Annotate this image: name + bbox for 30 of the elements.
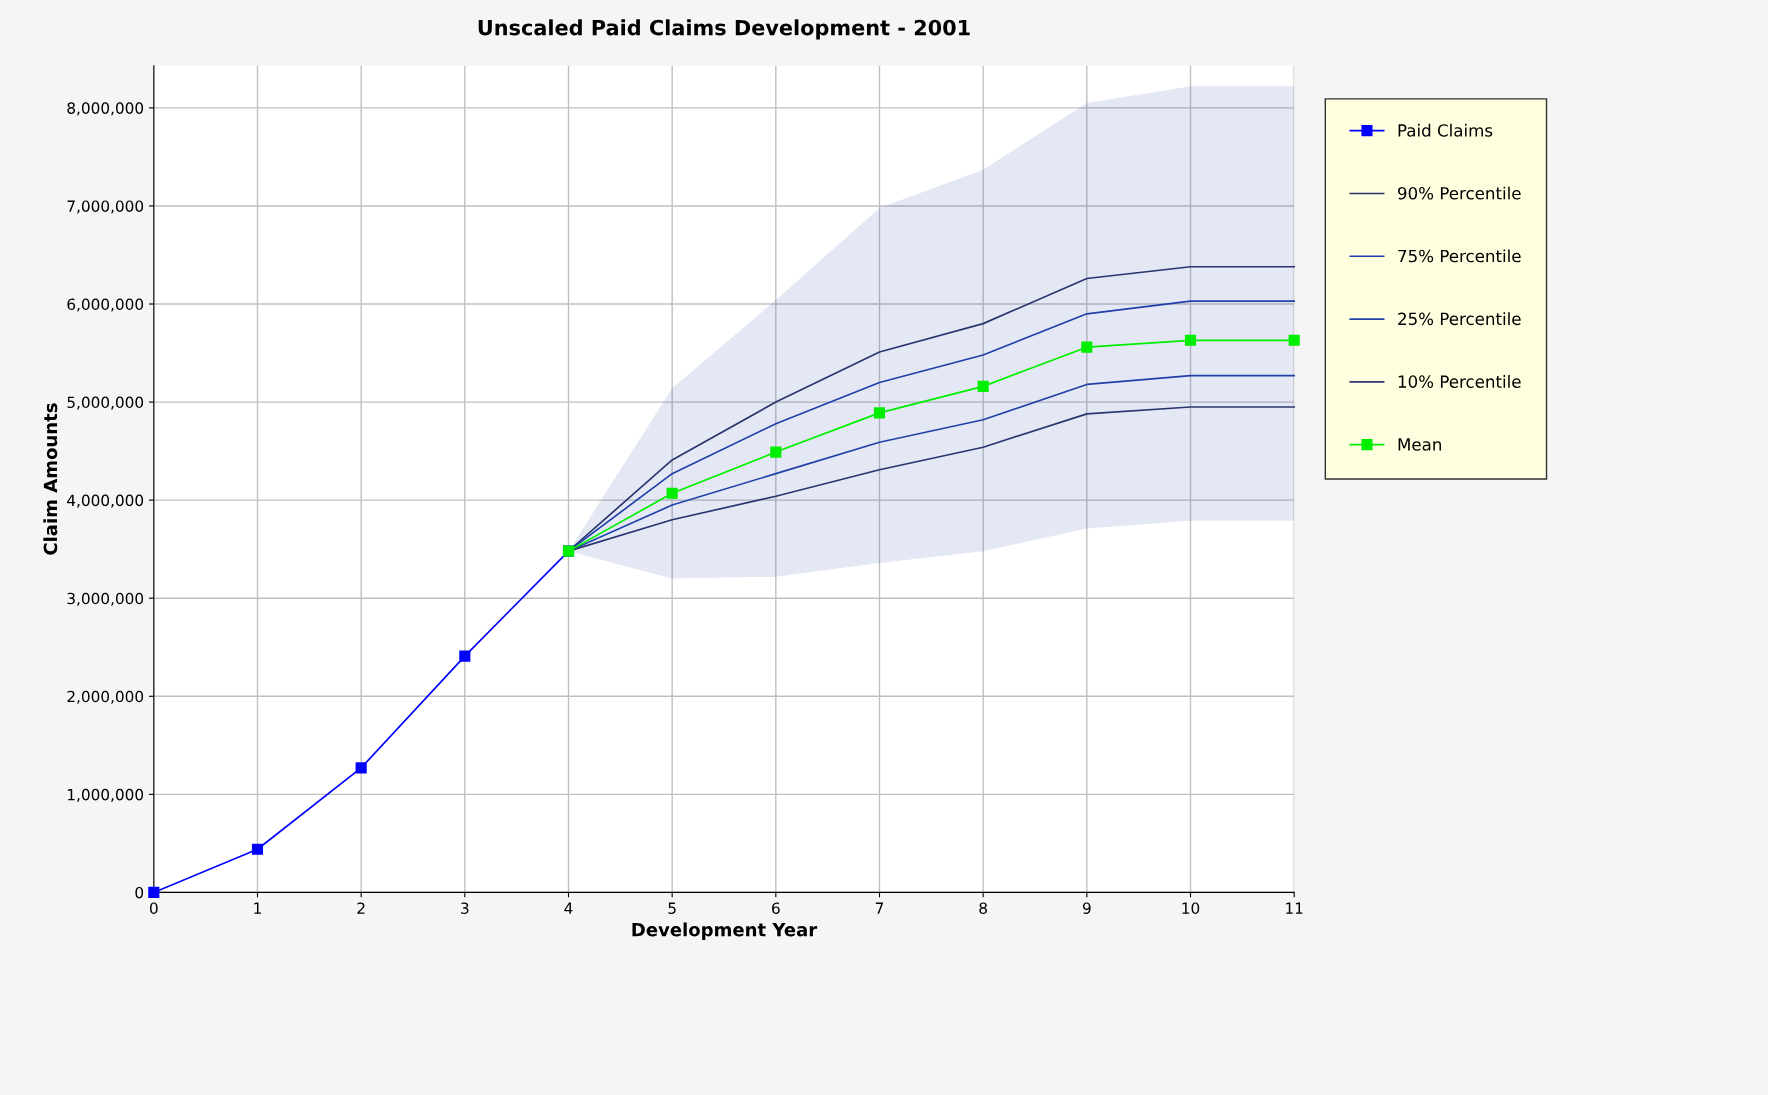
chart-title: Unscaled Paid Claims Development - 2001 bbox=[478, 19, 970, 40]
y-tick-label: 2,000,000 bbox=[67, 690, 144, 704]
legend-label: 75% Percentile bbox=[1398, 249, 1521, 263]
x-tick-label: 0 bbox=[149, 902, 158, 914]
x-tick-label: 1 bbox=[254, 902, 261, 914]
legend-label: Mean bbox=[1398, 438, 1441, 451]
y-tick-label: 8,000,000 bbox=[67, 102, 144, 116]
y-tick-label: 4,000,000 bbox=[67, 494, 144, 508]
x-tick-label: 3 bbox=[461, 902, 469, 914]
y-tick-label: 0 bbox=[135, 886, 144, 899]
legend-label: 90% Percentile bbox=[1398, 186, 1521, 200]
x-tick-label: 11 bbox=[1286, 902, 1303, 914]
y-axis-title: Claim Amounts bbox=[43, 403, 58, 555]
x-axis-title: Development Year bbox=[632, 922, 818, 940]
x-tick-label: 9 bbox=[1082, 902, 1091, 914]
legend-label: 25% Percentile bbox=[1398, 312, 1521, 326]
y-tick-label: 5,000,000 bbox=[67, 396, 144, 410]
y-tick-label: 6,000,000 bbox=[67, 298, 144, 312]
x-tick-label: 4 bbox=[564, 902, 573, 914]
y-tick-label: 7,000,000 bbox=[67, 200, 144, 214]
y-tick-label: 3,000,000 bbox=[67, 592, 144, 606]
x-tick-label: 2 bbox=[357, 902, 365, 914]
x-tick-label: 7 bbox=[875, 902, 884, 914]
legend-label: Paid Claims bbox=[1398, 123, 1493, 137]
x-tick-label: 5 bbox=[668, 902, 676, 914]
x-tick-label: 10 bbox=[1182, 902, 1200, 914]
legend-label: 10% Percentile bbox=[1398, 375, 1521, 388]
x-tick-label: 8 bbox=[979, 902, 987, 914]
y-tick-label: 1,000,000 bbox=[68, 788, 144, 802]
x-tick-label: 6 bbox=[772, 902, 780, 914]
